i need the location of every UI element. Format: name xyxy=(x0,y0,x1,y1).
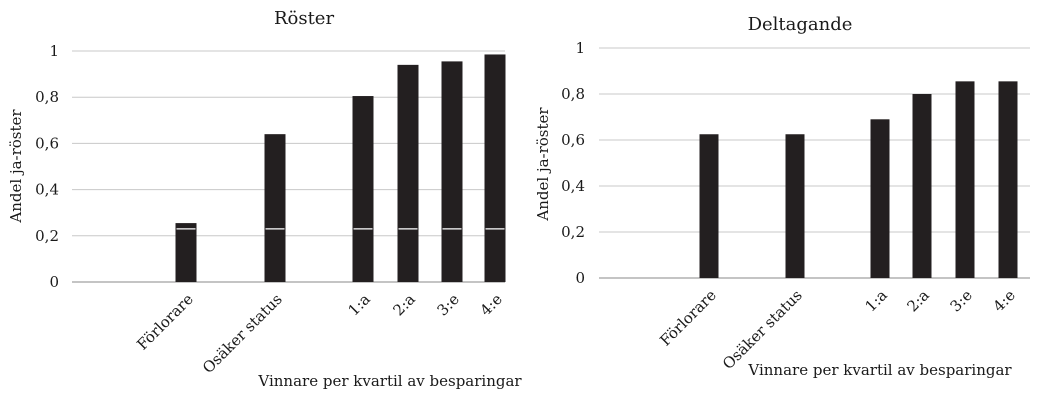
y-tick-label: 0,4 xyxy=(561,177,585,195)
y-axis-label: Andel ja-röster xyxy=(534,107,552,222)
y-tick-label: 0,8 xyxy=(35,88,59,106)
y-axis-label: Andel ja-röster xyxy=(7,109,25,224)
chart-panel-deltagande: Deltagande Andel ja-röster Vinnare per k… xyxy=(534,14,1030,379)
category-label: 2:a xyxy=(389,290,418,319)
category-label: Osäker status xyxy=(719,286,806,373)
category-labels: Förlorare Osäker status 1:a 2:a 3:e 4:e xyxy=(656,286,1019,373)
bar xyxy=(441,61,463,282)
category-label: 3:e xyxy=(433,290,462,319)
x-axis-label: Vinnare per kvartil av besparingar xyxy=(257,372,522,390)
bar xyxy=(912,94,932,278)
chart-title: Röster xyxy=(274,8,335,29)
bar xyxy=(955,81,975,278)
bars xyxy=(175,54,506,283)
bar xyxy=(175,223,197,282)
y-tick-label: 0,2 xyxy=(35,227,59,245)
y-tick-label: 0,8 xyxy=(561,85,585,103)
category-label: Förlorare xyxy=(656,286,720,350)
category-label: 1:a xyxy=(344,290,373,319)
bar xyxy=(785,134,805,278)
y-tick-label: 0,6 xyxy=(35,134,59,152)
chart-panel-roster: Röster Andel ja-röster Vinnare per kvart… xyxy=(7,8,522,390)
y-tick-labels: 0 0,2 0,4 0,6 0,8 1 xyxy=(35,42,59,291)
bar xyxy=(484,54,506,283)
category-label: 1:a xyxy=(861,286,890,315)
y-tick-label: 1 xyxy=(575,39,585,57)
y-tick-label: 0 xyxy=(575,269,585,287)
y-tick-label: 1 xyxy=(49,42,59,60)
category-labels: Förlorare Osäker status 1:a 2:a 3:e 4:e xyxy=(133,290,506,377)
category-label: Förlorare xyxy=(133,290,197,354)
bar xyxy=(870,119,890,278)
y-tick-label: 0,6 xyxy=(561,131,585,149)
bar xyxy=(998,81,1018,278)
y-tick-label: 0,4 xyxy=(35,181,59,199)
category-label: 4:e xyxy=(476,290,505,319)
chart-title: Deltagande xyxy=(748,14,853,35)
x-axis-label: Vinnare per kvartil av besparingar xyxy=(747,361,1012,379)
y-tick-labels: 0 0,2 0,4 0,6 0,8 1 xyxy=(561,39,585,287)
y-tick-label: 0 xyxy=(49,273,59,291)
bars xyxy=(699,81,1018,278)
gridlines xyxy=(72,50,505,283)
bar xyxy=(699,134,719,278)
bar xyxy=(352,96,374,282)
bar xyxy=(264,134,286,282)
category-label: 3:e xyxy=(946,286,975,315)
category-label: 2:a xyxy=(903,286,932,315)
bar xyxy=(397,64,419,282)
category-label: Osäker status xyxy=(199,290,286,377)
y-tick-label: 0,2 xyxy=(561,223,585,241)
category-label: 4:e xyxy=(989,286,1018,315)
